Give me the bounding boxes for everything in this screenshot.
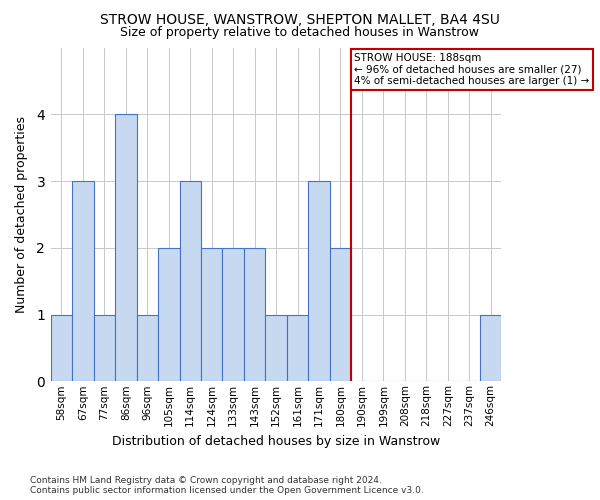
Text: STROW HOUSE: 188sqm
← 96% of detached houses are smaller (27)
4% of semi-detache: STROW HOUSE: 188sqm ← 96% of detached ho… bbox=[355, 53, 590, 86]
X-axis label: Distribution of detached houses by size in Wanstrow: Distribution of detached houses by size … bbox=[112, 434, 440, 448]
Bar bbox=[287, 314, 308, 382]
Bar bbox=[137, 314, 158, 382]
Text: Contains HM Land Registry data © Crown copyright and database right 2024.
Contai: Contains HM Land Registry data © Crown c… bbox=[30, 476, 424, 495]
Bar bbox=[179, 181, 201, 382]
Bar bbox=[72, 181, 94, 382]
Y-axis label: Number of detached properties: Number of detached properties bbox=[15, 116, 28, 313]
Bar bbox=[330, 248, 351, 382]
Text: STROW HOUSE, WANSTROW, SHEPTON MALLET, BA4 4SU: STROW HOUSE, WANSTROW, SHEPTON MALLET, B… bbox=[100, 12, 500, 26]
Bar bbox=[201, 248, 223, 382]
Bar bbox=[265, 314, 287, 382]
Bar bbox=[223, 248, 244, 382]
Bar bbox=[115, 114, 137, 382]
Bar bbox=[480, 314, 502, 382]
Text: Size of property relative to detached houses in Wanstrow: Size of property relative to detached ho… bbox=[121, 26, 479, 39]
Bar bbox=[51, 314, 72, 382]
Bar bbox=[308, 181, 330, 382]
Bar bbox=[244, 248, 265, 382]
Bar bbox=[94, 314, 115, 382]
Bar bbox=[158, 248, 179, 382]
